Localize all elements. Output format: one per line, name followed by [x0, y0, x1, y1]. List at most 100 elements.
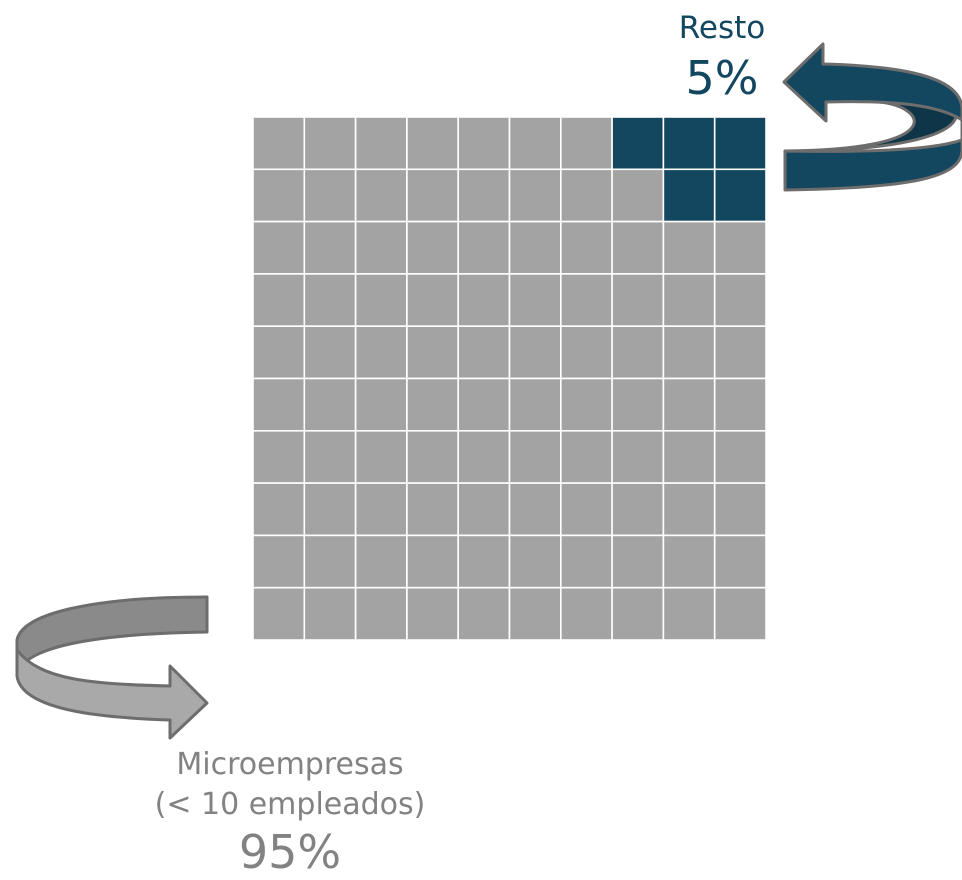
- waffle-cell-microempresas: [559, 273, 613, 327]
- waffle-cell-microempresas: [559, 482, 613, 537]
- waffle-cell-microempresas: [303, 168, 357, 223]
- waffle-cell-microempresas: [457, 220, 511, 275]
- microempresas-curved-arrow-icon: [15, 595, 209, 740]
- waffle-cell-microempresas: [508, 586, 562, 641]
- waffle-cell-microempresas: [406, 168, 459, 223]
- waffle-cell-microempresas: [354, 429, 408, 484]
- waffle-cell-microempresas: [559, 325, 613, 380]
- waffle-cell-microempresas: [508, 168, 562, 223]
- waffle-cell-microempresas: [559, 377, 613, 432]
- waffle-cell-resto: [713, 168, 767, 223]
- waffle-cell-microempresas: [252, 273, 306, 327]
- waffle-cell-microempresas: [303, 534, 357, 589]
- waffle-cell-microempresas: [662, 482, 716, 537]
- waffle-cell-microempresas: [662, 377, 716, 432]
- waffle-cell-microempresas: [457, 168, 511, 223]
- waffle-cell-microempresas: [252, 325, 306, 380]
- waffle-cell-microempresas: [406, 429, 459, 484]
- microempresas-sublabel: (< 10 empleados): [154, 787, 426, 822]
- waffle-cell-microempresas: [508, 377, 562, 432]
- waffle-cell-microempresas: [406, 482, 459, 537]
- waffle-cell-microempresas: [662, 220, 716, 275]
- microempresas-percentage: 95%: [238, 825, 342, 879]
- microempresas-arrow-body: [15, 648, 209, 740]
- waffle-cell-microempresas: [457, 482, 511, 537]
- waffle-cell-microempresas: [354, 325, 408, 380]
- resto-percentage: 5%: [685, 51, 759, 105]
- waffle-cell-microempresas: [713, 429, 767, 484]
- waffle-cell-microempresas: [354, 482, 408, 537]
- waffle-cell-microempresas: [303, 273, 357, 327]
- waffle-cell-microempresas: [457, 377, 511, 432]
- waffle-cell-microempresas: [611, 429, 665, 484]
- waffle-cell-microempresas: [252, 429, 306, 484]
- waffle-cell-resto: [713, 116, 767, 171]
- waffle-cell-microempresas: [252, 534, 306, 589]
- waffle-cell-microempresas: [252, 377, 306, 432]
- waffle-cell-microempresas: [559, 534, 613, 589]
- resto-label: Resto: [678, 10, 766, 46]
- waffle-cell-microempresas: [303, 482, 357, 537]
- resto-arrow-head: [782, 42, 962, 123]
- waffle-cell-microempresas: [508, 273, 562, 327]
- waffle-cell-microempresas: [559, 116, 613, 171]
- waffle-cell-microempresas: [303, 377, 357, 432]
- waffle-cell-microempresas: [559, 168, 613, 223]
- waffle-cell-microempresas: [252, 586, 306, 641]
- waffle-cell-microempresas: [354, 534, 408, 589]
- waffle-cell-microempresas: [252, 116, 306, 171]
- waffle-cell-microempresas: [354, 220, 408, 275]
- waffle-cell-microempresas: [611, 168, 665, 223]
- waffle-cell-microempresas: [406, 220, 459, 275]
- waffle-cell-microempresas: [611, 534, 665, 589]
- waffle-cell-microempresas: [559, 586, 613, 641]
- waffle-cell-microempresas: [508, 116, 562, 171]
- waffle-cell-microempresas: [662, 273, 716, 327]
- waffle-cell-microempresas: [508, 429, 562, 484]
- waffle-cell-microempresas: [354, 273, 408, 327]
- waffle-cell-resto: [662, 116, 716, 171]
- waffle-cell-microempresas: [252, 220, 306, 275]
- waffle-cell-microempresas: [457, 116, 511, 171]
- waffle-cell-resto: [662, 168, 716, 223]
- waffle-cell-microempresas: [713, 377, 767, 432]
- waffle-cell-microempresas: [713, 325, 767, 380]
- waffle-cell-microempresas: [508, 220, 562, 275]
- waffle-cell-microempresas: [713, 482, 767, 537]
- waffle-cell-microempresas: [611, 220, 665, 275]
- waffle-cell-microempresas: [611, 273, 665, 327]
- waffle-cell-microempresas: [713, 273, 767, 327]
- waffle-cell-microempresas: [611, 482, 665, 537]
- waffle-cell-resto: [611, 116, 665, 171]
- waffle-cell-microempresas: [662, 586, 716, 641]
- waffle-cell-microempresas: [508, 534, 562, 589]
- waffle-cell-microempresas: [406, 534, 459, 589]
- waffle-cell-microempresas: [457, 429, 511, 484]
- waffle-cell-microempresas: [611, 586, 665, 641]
- waffle-cell-microempresas: [406, 116, 459, 171]
- waffle-cell-microempresas: [406, 377, 459, 432]
- waffle-cell-microempresas: [662, 325, 716, 380]
- waffle-cell-microempresas: [354, 168, 408, 223]
- microempresas-label: Microempresas: [176, 747, 404, 782]
- waffle-cell-microempresas: [252, 168, 306, 223]
- resto-curved-arrow-icon: [782, 42, 962, 192]
- waffle-cell-microempresas: [713, 534, 767, 589]
- waffle-cell-microempresas: [611, 325, 665, 380]
- waffle-cell-microempresas: [457, 586, 511, 641]
- waffle-cell-microempresas: [611, 377, 665, 432]
- resto-arrow-return: [783, 112, 962, 192]
- waffle-cell-microempresas: [354, 116, 408, 171]
- waffle-cell-microempresas: [303, 429, 357, 484]
- microempresas-arrow-band: [15, 595, 209, 678]
- waffle-cell-microempresas: [303, 586, 357, 641]
- waffle-cell-microempresas: [662, 429, 716, 484]
- waffle-cell-microempresas: [457, 534, 511, 589]
- waffle-cell-microempresas: [662, 534, 716, 589]
- waffle-cell-microempresas: [457, 325, 511, 380]
- waffle-cell-microempresas: [713, 220, 767, 275]
- waffle-cell-microempresas: [252, 482, 306, 537]
- waffle-cell-microempresas: [559, 429, 613, 484]
- waffle-cell-microempresas: [508, 482, 562, 537]
